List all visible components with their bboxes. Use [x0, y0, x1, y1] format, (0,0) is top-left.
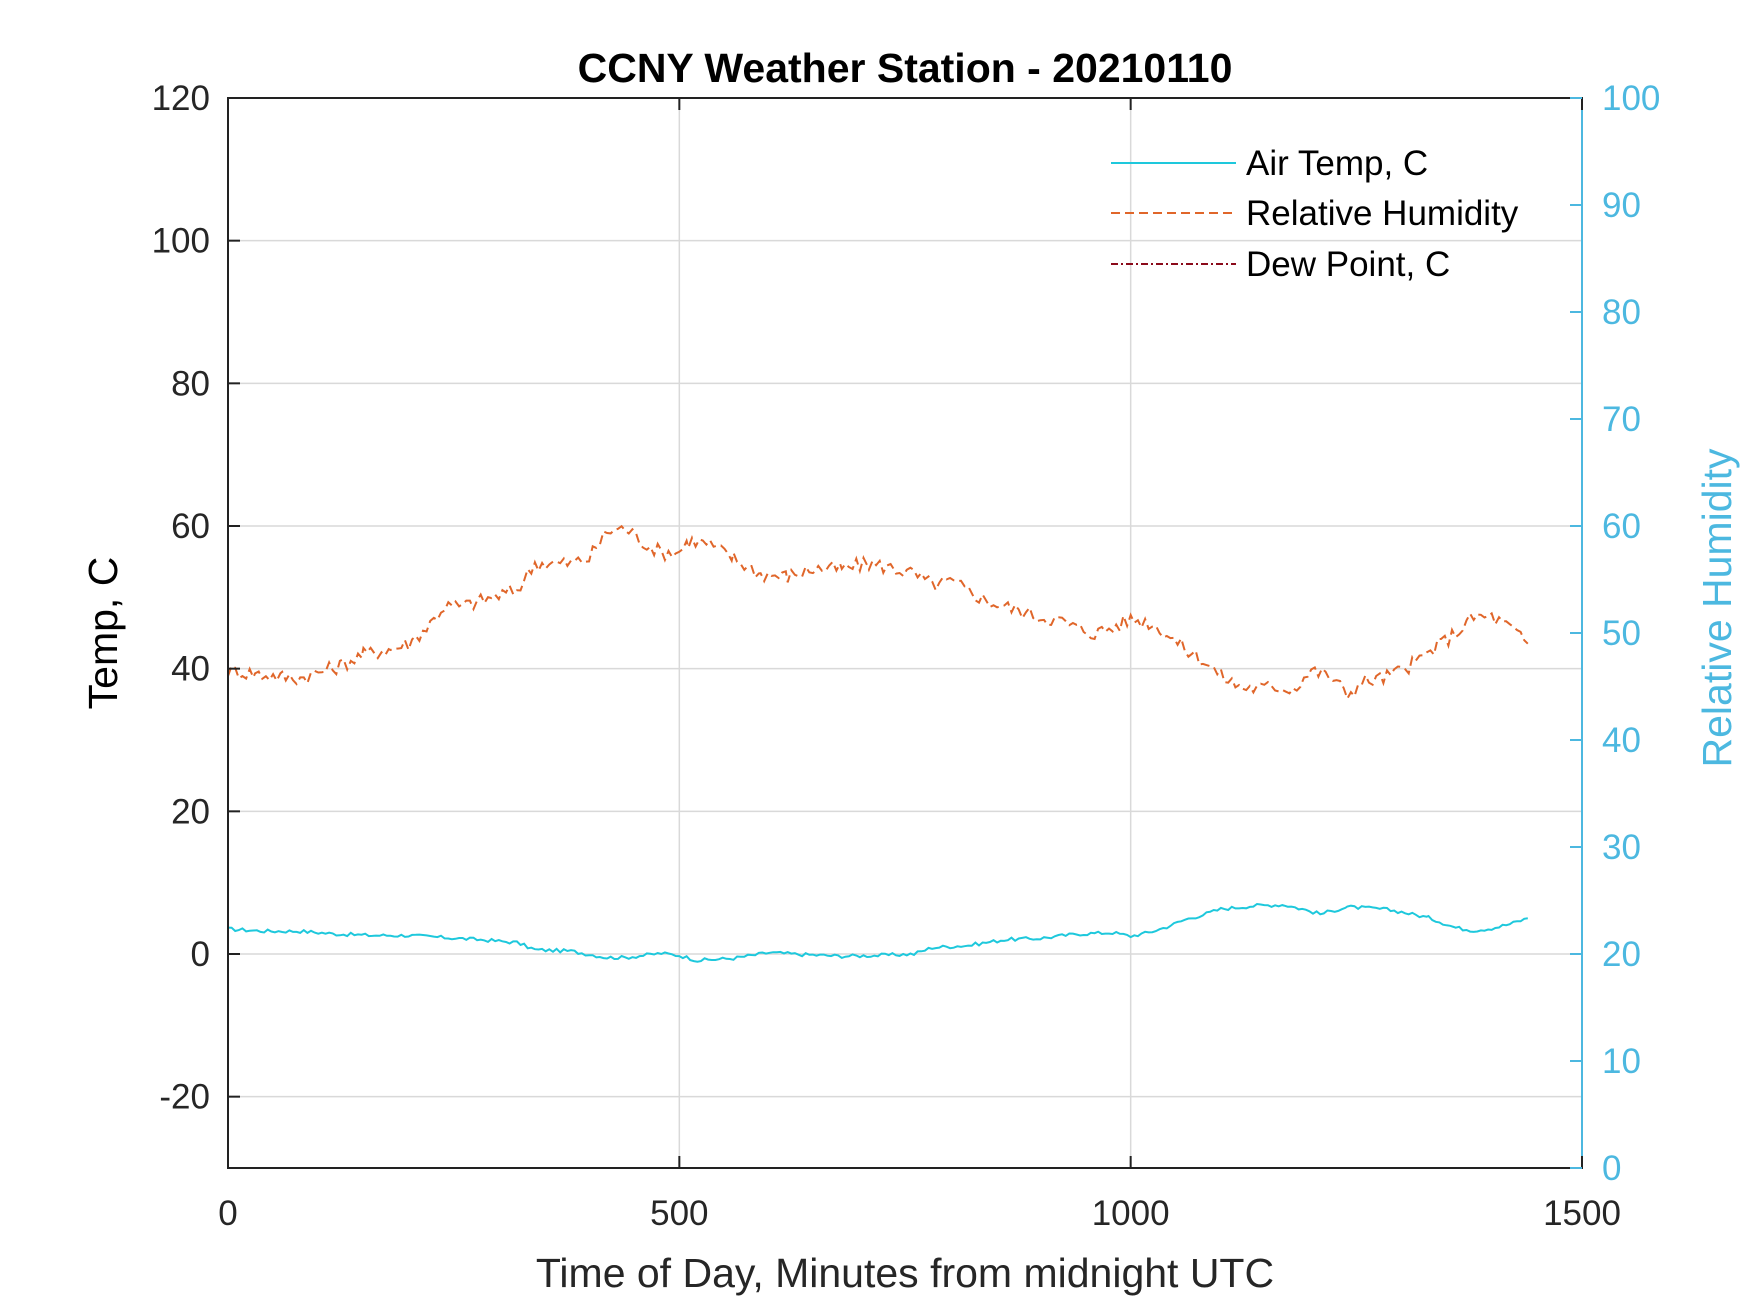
series-line-0 — [227, 902, 1528, 963]
y-left-tick-label: 120 — [152, 79, 210, 118]
y-axis-left-label: Temp, C — [80, 557, 126, 710]
legend: Air Temp, C Relative Humidity Dew Point,… — [1111, 144, 1519, 284]
x-axis-label: Time of Day, Minutes from midnight UTC — [536, 1250, 1274, 1296]
y-left-tick-label: -20 — [159, 1078, 210, 1117]
x-tick-label: 0 — [218, 1194, 237, 1233]
y-right-tick-label: 0 — [1602, 1149, 1621, 1188]
grid-lines — [227, 97, 1583, 1168]
y-left-tick-label: 60 — [171, 507, 210, 546]
tick-layer: 0 500 1000 1500 -20 0 20 40 60 80 100 120 0 10 20 30 40 5… — [152, 79, 1661, 1233]
y-left-tick-label: 40 — [171, 650, 210, 689]
chart-title: CCNY Weather Station - 20210110 — [578, 45, 1233, 91]
y-left-tick-label: 100 — [152, 222, 210, 261]
legend-label-relative-humidity: Relative Humidity — [1246, 194, 1519, 233]
y-right-tick-label: 80 — [1602, 293, 1641, 332]
y-left-tick-label: 20 — [171, 792, 210, 831]
x-tick-label: 1000 — [1092, 1194, 1170, 1233]
y-right-tick-label: 20 — [1602, 935, 1641, 974]
y-right-tick-label: 50 — [1602, 614, 1641, 653]
series-line-1 — [227, 524, 1529, 702]
y-left-tick-label: 0 — [191, 935, 210, 974]
y-left-tick-label: 80 — [171, 364, 210, 403]
legend-label-dew-point: Dew Point, C — [1246, 245, 1450, 284]
y-axis-right-label: Relative Humidity — [1694, 448, 1740, 767]
y-right-tick-label: 70 — [1602, 400, 1641, 439]
series-layer — [227, 524, 1529, 963]
y-right-tick-label: 100 — [1602, 79, 1660, 118]
legend-label-air-temp: Air Temp, C — [1246, 144, 1428, 183]
y-right-tick-label: 90 — [1602, 186, 1641, 225]
y-right-tick-label: 40 — [1602, 721, 1641, 760]
y-right-tick-label: 10 — [1602, 1042, 1641, 1081]
x-tick-label: 1500 — [1543, 1194, 1621, 1233]
y-right-tick-label: 60 — [1602, 507, 1641, 546]
x-tick-label: 500 — [650, 1194, 708, 1233]
y-right-tick-label: 30 — [1602, 828, 1641, 867]
